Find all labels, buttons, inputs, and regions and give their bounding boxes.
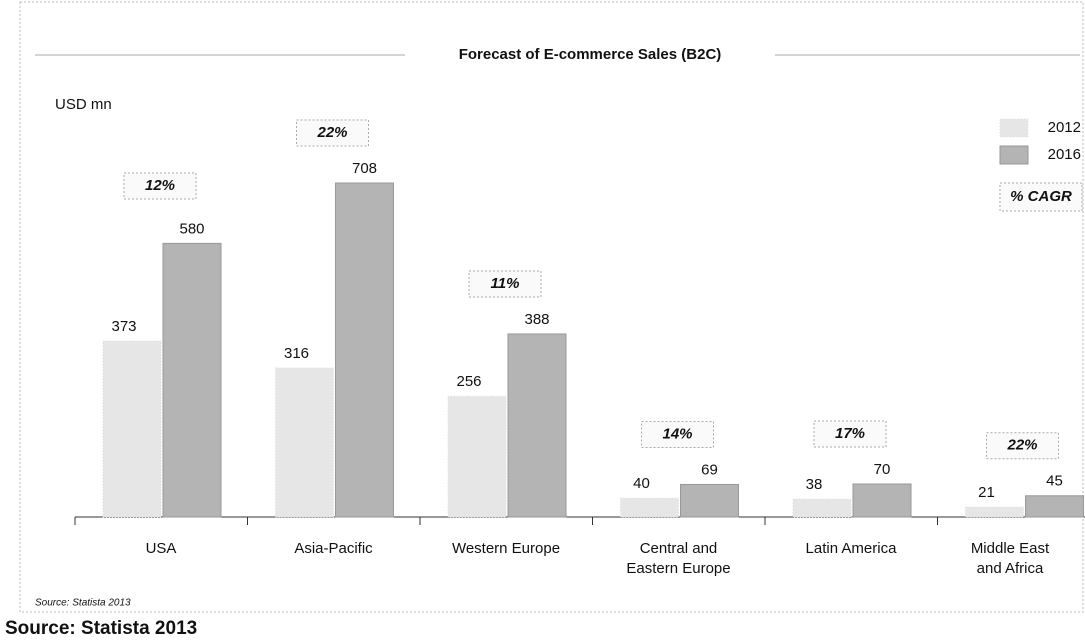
cagr-label: 11% [491,275,520,292]
cagr-label: 17% [835,425,865,442]
x-tick-label: Asia-Pacific [294,540,373,557]
value-label: 69 [701,461,718,478]
value-label: 40 [633,475,650,492]
bar [965,506,1024,518]
legend-label: 2012 [1048,119,1081,136]
value-label: 580 [179,220,204,237]
legend-swatch [999,118,1029,138]
bar [507,333,567,518]
bar [162,242,222,518]
value-label: 21 [978,484,995,501]
legend-label: 2016 [1048,146,1081,163]
value-label: 256 [456,373,481,390]
legend-swatch [999,145,1029,165]
chart-title: Forecast of E-commerce Sales (B2C) [459,46,722,63]
value-label: 316 [284,345,309,362]
cagr-box [813,420,887,448]
bar [680,483,739,518]
cagr-box [641,420,714,448]
legend-cagr-box [999,182,1083,212]
value-label: 45 [1046,473,1063,490]
cagr-label: 14% [662,425,692,442]
bar [447,395,507,518]
bar [852,483,912,518]
bar [620,497,679,518]
value-label: 373 [111,318,136,335]
value-label: 708 [352,160,377,177]
bar [792,498,852,518]
frame [19,1,1084,613]
bar [275,367,334,518]
cagr-box [123,172,197,200]
cagr-box [986,432,1059,460]
x-tick-label: Central and Eastern Europe [626,540,731,577]
cagr-box [296,119,369,147]
source-note: Source: Statista 2013 [35,598,131,609]
cagr-label: 22% [1006,437,1037,454]
x-tick-label: USA [145,540,177,557]
source-caption: Source: Statista 2013 [5,618,197,639]
bar [335,182,394,518]
x-tick-label: Middle East and Africa [970,540,1050,577]
bar [102,340,162,518]
value-label: 38 [806,476,823,493]
bar [1025,495,1084,518]
x-tick-label: Latin America [805,540,897,557]
cagr-label: 22% [316,124,347,141]
legend-cagr-label: % CAGR [1010,188,1072,205]
value-label: 70 [874,461,891,478]
cagr-box [468,270,542,298]
cagr-label: 12% [145,177,175,194]
y-axis-label: USD mn [55,96,112,113]
value-label: 388 [524,311,549,328]
x-tick-label: Western Europe [451,540,561,557]
